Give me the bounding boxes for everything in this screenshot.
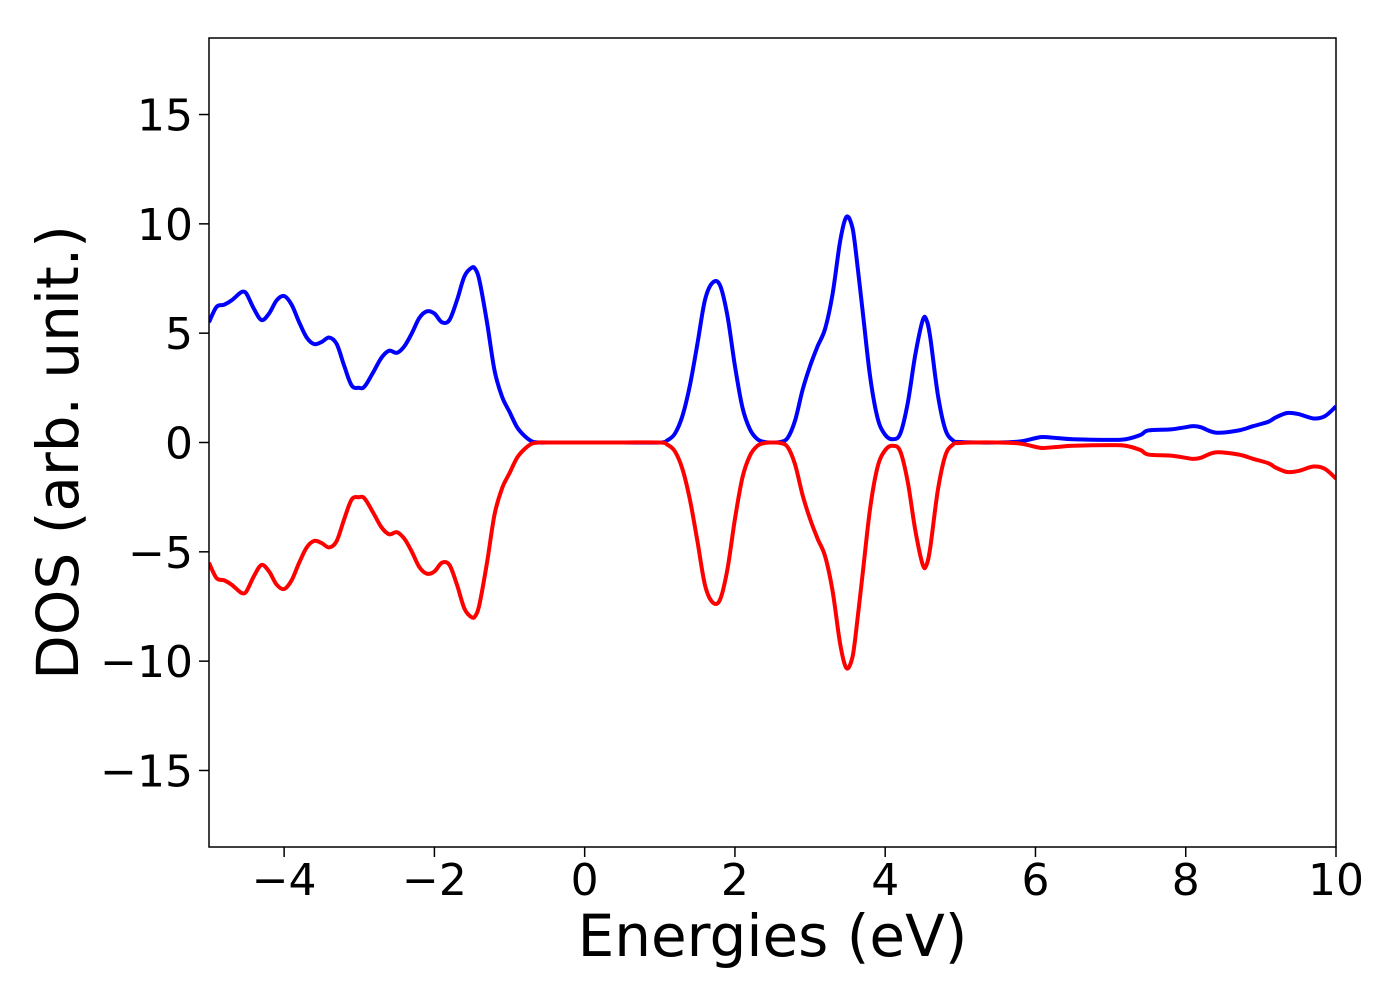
x-tick-label: −2 [402,855,467,906]
y-tick-label: 15 [137,91,193,142]
y-tick-label: 0 [165,419,193,470]
y-axis-label: DOS (arb. unit.) [24,225,92,680]
y-tick-label: 10 [137,200,193,251]
x-tick-label: 4 [871,855,899,906]
x-tick-label: 0 [571,855,599,906]
x-tick-label: 8 [1172,855,1200,906]
series-line-1 [209,214,1336,445]
y-tick-label: 5 [165,309,193,360]
x-tick-label: 2 [721,855,749,906]
y-tick-label: −5 [128,528,193,579]
plot-series [209,214,1336,671]
x-tick-label: 6 [1021,855,1049,906]
y-axis: −15 −10 −5 0 5 10 15 [100,91,209,797]
y-tick-label: −10 [100,637,193,688]
y-tick-label: −15 [100,746,193,797]
x-axis-label: Energies (eV) [578,902,968,970]
series-line-2 [209,440,1336,671]
x-tick-label: 10 [1308,855,1364,906]
x-axis: −4 −2 0 2 4 6 8 10 [252,847,1364,906]
x-tick-label: −4 [252,855,317,906]
